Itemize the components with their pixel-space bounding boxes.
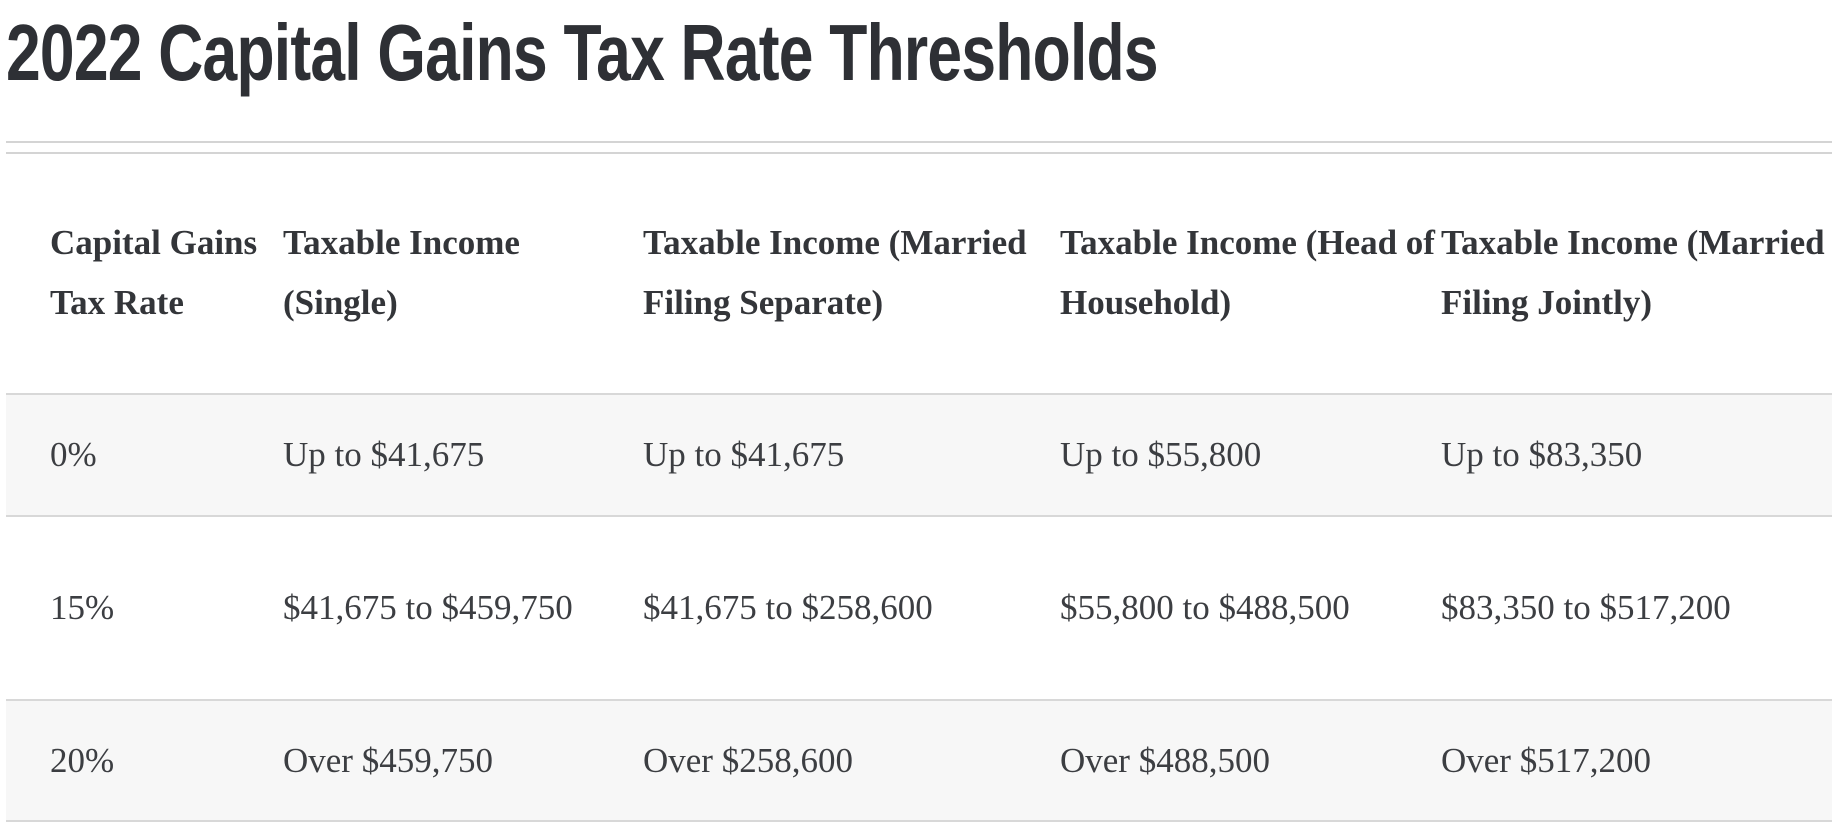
column-header: Taxable Income (Married Filing Separate) <box>643 223 1027 322</box>
table-cell: $41,675 to $459,750 <box>283 588 573 627</box>
column-header: Capital Gains Tax Rate <box>50 223 258 322</box>
divider <box>6 152 1832 154</box>
table-cell: Up to $55,800 <box>1060 435 1262 474</box>
tax-rate-table: Capital Gains Tax Rate Taxable Income (S… <box>6 153 1832 822</box>
table-cell: Over $258,600 <box>643 740 853 780</box>
divider <box>6 141 1832 143</box>
table-cell: Up to $41,675 <box>283 435 485 474</box>
table-cell: Up to $41,675 <box>643 435 845 474</box>
table-row: 15% $41,675 to $459,750 $41,675 to $258,… <box>6 516 1832 700</box>
table-row: 0% Up to $41,675 Up to $41,675 Up to $55… <box>6 394 1832 516</box>
table-cell: Up to $83,350 <box>1441 435 1643 474</box>
header-row: Capital Gains Tax Rate Taxable Income (S… <box>6 153 1832 394</box>
table-cell: 0% <box>50 435 97 474</box>
column-header: Taxable Income (Single) <box>283 223 520 322</box>
table-cell: Over $517,200 <box>1441 740 1651 780</box>
table-cell: 15% <box>50 588 115 627</box>
table-row: 20% Over $459,750 Over $258,600 Over $48… <box>6 700 1832 821</box>
table-cell: 20% <box>50 740 115 780</box>
column-header: Taxable Income (Married Filing Jointly) <box>1441 223 1825 322</box>
table-cell: Over $488,500 <box>1060 740 1270 780</box>
table-cell: $83,350 to $517,200 <box>1441 588 1731 627</box>
column-header: Taxable Income (Head of Household) <box>1060 223 1435 322</box>
table-cell: Over $459,750 <box>283 740 493 780</box>
table-cell: $41,675 to $258,600 <box>643 588 933 627</box>
table-cell: $55,800 to $488,500 <box>1060 588 1350 627</box>
page-title: 2022 Capital Gains Tax Rate Thresholds <box>6 8 1159 97</box>
